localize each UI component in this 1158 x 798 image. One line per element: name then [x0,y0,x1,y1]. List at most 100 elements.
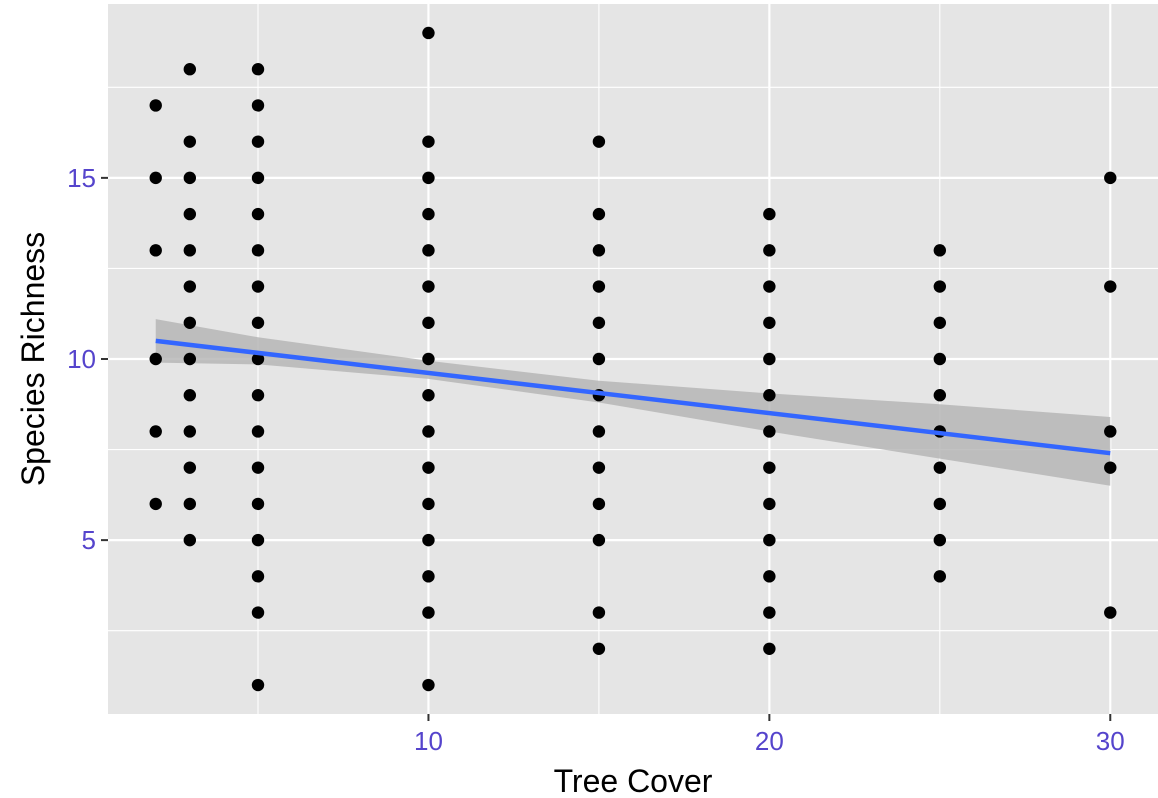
data-point [251,461,265,474]
data-point [183,352,197,366]
data-point [422,352,435,366]
data-point [251,606,265,619]
data-point [422,425,435,438]
data-point [149,244,162,257]
data-point [763,497,776,511]
major-gridlines [108,4,1158,714]
y-tick-label: 15 [67,163,96,193]
data-point [592,280,606,293]
data-point [763,207,776,221]
x-tick-label: 30 [1096,726,1125,756]
data-point [592,135,606,148]
y-tick-label: 10 [67,344,96,374]
data-point [422,570,435,583]
axis-ticks [101,176,1112,721]
data-point [933,461,947,474]
data-point [1104,606,1117,619]
data-point [592,207,606,221]
data-point [251,425,265,438]
y-tick-label: 5 [82,525,96,555]
data-point [149,352,162,366]
data-point [592,642,606,655]
data-point [592,497,606,511]
data-point [183,244,197,257]
data-point [763,389,776,402]
data-point [251,570,265,583]
data-point [933,316,947,329]
data-point [763,642,776,655]
data-point [763,606,776,619]
data-point [422,497,435,511]
data-point [933,570,947,583]
data-point [251,497,265,511]
data-point [251,244,265,257]
data-point [251,171,265,185]
data-point [933,280,947,293]
data-point [592,352,606,366]
data-point [251,135,265,148]
data-point [422,461,435,474]
data-point [1104,280,1117,293]
data-point [251,316,265,329]
data-point [422,207,435,221]
data-point [592,461,606,474]
data-point [592,425,606,438]
data-point [149,425,162,438]
trend-line [155,338,1111,456]
data-point [149,497,162,511]
data-point [933,244,947,257]
data-point [183,135,197,148]
data-point [251,678,265,692]
data-point [422,280,435,293]
data-point [251,63,265,76]
points-layer [149,26,1117,692]
data-point [933,533,947,547]
data-point [149,99,162,112]
data-point [183,207,197,221]
data-point [183,497,197,511]
data-point [422,316,435,329]
data-point [251,533,265,547]
data-point [251,207,265,221]
data-point [183,461,197,474]
data-point [183,533,197,547]
data-point [592,533,606,547]
data-point [149,171,162,185]
x-tick-label: 10 [414,726,443,756]
data-point [183,171,197,185]
data-point [592,316,606,329]
data-point [933,497,947,511]
data-point [592,244,606,257]
data-point [763,533,776,547]
data-point [183,63,197,76]
data-point [183,389,197,402]
data-point [251,352,265,366]
data-point [763,570,776,583]
data-point [183,316,197,329]
data-point [251,389,265,402]
data-point [933,389,947,402]
data-point [933,352,947,366]
y-axis-title: Species Richness [15,232,51,486]
data-point [1104,461,1117,474]
data-point [763,244,776,257]
data-point [422,244,435,257]
data-point [251,99,265,112]
data-point [763,461,776,474]
tick-labels: 10 20 30 5 10 15 [67,163,1125,756]
confidence-band [155,319,1111,486]
data-point [763,352,776,366]
confidence-band-layer [155,319,1111,486]
data-point [422,606,435,619]
data-point [422,389,435,402]
data-point [1104,171,1117,185]
data-point [183,280,197,293]
data-point [1104,425,1117,438]
data-point [592,606,606,619]
data-point [183,425,197,438]
data-point [763,316,776,329]
data-point [422,135,435,148]
data-point [251,280,265,293]
data-point [763,425,776,438]
